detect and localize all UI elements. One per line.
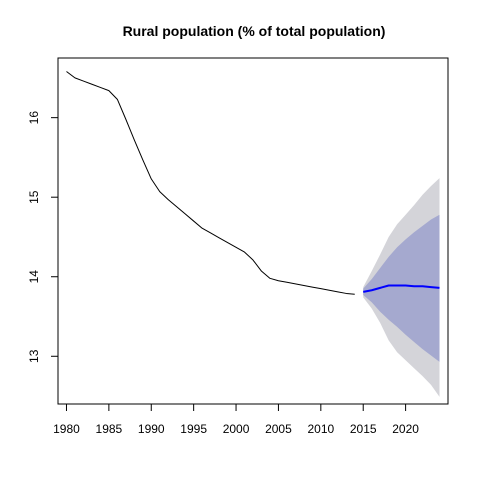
forecast-line [363, 284, 440, 293]
x-tick-label: 2010 [307, 422, 334, 436]
y-tick-label: 16 [27, 111, 41, 125]
x-axis: 1980 1985 1990 1995 2000 2005 2010 2015 2020 [53, 403, 419, 436]
y-tick-label: 14 [27, 270, 41, 284]
x-tick-label: 2020 [392, 422, 419, 436]
series-lines [66, 71, 440, 295]
x-tick-label: 1980 [53, 422, 80, 436]
x-tick-label: 1990 [138, 422, 165, 436]
forecast-80-interval [363, 214, 440, 362]
x-tick-label: 1995 [180, 422, 207, 436]
plot-frame [57, 57, 449, 405]
x-tick-label: 1985 [96, 422, 123, 436]
x-tick-label: 2015 [350, 422, 377, 436]
x-tick-label: 2000 [223, 422, 250, 436]
y-axis: 13 14 15 16 [27, 111, 59, 363]
y-tick-label: 15 [27, 190, 41, 204]
history-line [66, 71, 355, 295]
chart-title: Rural population (% of total population) [123, 23, 386, 39]
y-tick-label: 13 [27, 349, 41, 363]
x-tick-label: 2005 [265, 422, 292, 436]
forecast-bands [363, 178, 440, 397]
